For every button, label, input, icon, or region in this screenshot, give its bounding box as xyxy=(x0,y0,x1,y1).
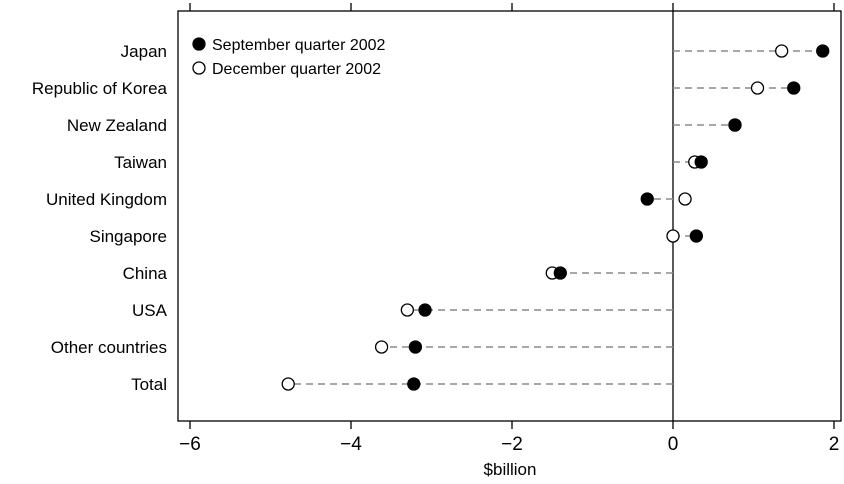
point-december xyxy=(666,229,680,243)
point-december xyxy=(750,81,765,95)
x-axis-ticks: −6 −4 −2 0 2 xyxy=(179,3,839,455)
legend-label-december: December quarter 2002 xyxy=(212,61,381,78)
category-label: Total xyxy=(131,375,167,394)
category-label: China xyxy=(123,264,168,283)
connector-lines xyxy=(288,50,823,385)
point-september xyxy=(689,229,703,243)
legend-marker-december xyxy=(192,61,206,75)
point-september xyxy=(408,340,423,354)
data-points xyxy=(281,44,830,391)
legend-marker-september xyxy=(192,37,206,51)
point-december xyxy=(775,44,789,58)
x-tick-label: −4 xyxy=(340,434,362,455)
x-tick-label: −6 xyxy=(179,434,201,455)
point-september xyxy=(728,118,742,132)
x-tick-label: −2 xyxy=(501,434,523,455)
legend-label-september: September quarter 2002 xyxy=(212,37,386,54)
x-tick-label: 0 xyxy=(668,434,679,455)
point-december xyxy=(281,377,295,391)
point-september xyxy=(694,155,708,169)
point-september xyxy=(553,266,567,280)
point-december xyxy=(374,340,389,354)
point-september xyxy=(816,44,830,58)
category-label: Singapore xyxy=(89,227,167,246)
category-label: Japan xyxy=(121,42,167,61)
point-december xyxy=(678,192,692,206)
category-labels: Japan Republic of Korea New Zealand Taiwan U… xyxy=(32,42,168,394)
point-september xyxy=(407,377,421,391)
point-september xyxy=(787,81,801,95)
point-december xyxy=(400,303,415,317)
point-september xyxy=(640,192,654,206)
plot-frame xyxy=(177,10,842,422)
category-label: Republic of Korea xyxy=(32,79,168,98)
point-september xyxy=(418,303,432,317)
legend: September quarter 2002 December quarter … xyxy=(192,37,386,78)
category-label: USA xyxy=(132,301,168,320)
category-label: New Zealand xyxy=(67,116,167,135)
category-label: Taiwan xyxy=(114,153,167,172)
category-label: United Kingdom xyxy=(46,190,167,209)
x-tick-label: 2 xyxy=(829,434,840,455)
x-axis-title: $billion xyxy=(484,460,537,479)
category-label: Other countries xyxy=(51,338,167,357)
